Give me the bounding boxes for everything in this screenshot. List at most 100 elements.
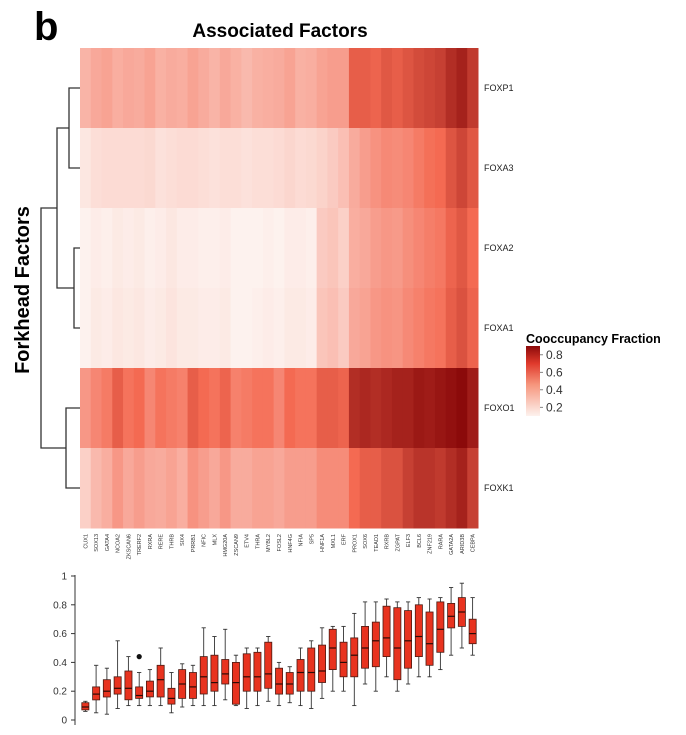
- heatmap-cell: [391, 288, 404, 369]
- heatmap-cell: [445, 448, 457, 529]
- heatmap-cell: [209, 208, 221, 289]
- box-iqr: [318, 644, 326, 683]
- heatmap-column-label: ERF: [342, 533, 348, 545]
- heatmap-cell: [402, 208, 414, 289]
- heatmap-cell: [434, 368, 447, 449]
- heatmap-cell: [166, 368, 178, 449]
- heatmap-row-label: FOXO1: [484, 403, 515, 413]
- heatmap-cell: [338, 48, 350, 129]
- box: [199, 627, 208, 707]
- heatmap-cell: [359, 48, 371, 129]
- box-iqr: [275, 667, 283, 695]
- heatmap-row-label: FOXK1: [484, 483, 514, 493]
- heatmap-cell: [305, 288, 318, 369]
- heatmap-cell: [252, 448, 264, 529]
- box: [102, 667, 111, 715]
- heatmap-cell: [467, 208, 479, 289]
- box-iqr: [425, 611, 434, 666]
- box: [231, 654, 240, 707]
- heatmap-cell: [413, 288, 425, 369]
- heatmap-cell: [112, 128, 124, 209]
- heatmap-column-label: HNF4G: [288, 534, 294, 553]
- heatmap-cell: [209, 448, 221, 529]
- heatmap-ylabel: Forkhead Factors: [12, 206, 34, 374]
- heatmap-cell: [133, 448, 146, 529]
- heatmap-cell: [348, 448, 361, 529]
- heatmap-cell: [348, 208, 361, 289]
- box-iqr: [102, 679, 111, 698]
- row-dendrogram: [40, 87, 80, 489]
- box: [264, 636, 273, 702]
- box-iqr: [393, 607, 402, 681]
- heatmap-column-label: MLX: [213, 534, 219, 546]
- heatmap-column-label: ZKSCAN6: [126, 534, 132, 559]
- heatmap-cell: [219, 288, 232, 369]
- heatmap-cell: [338, 448, 350, 529]
- box: [167, 672, 176, 714]
- heatmap-column-labels: CUX1 SOX13 GATA4 NCOA2 ZKSCAN6 TRERF2 RXRA RERE…: [83, 533, 476, 559]
- heatmap-cell: [209, 128, 221, 209]
- heatmap-cell: [252, 208, 264, 289]
- heatmap-cell: [316, 448, 328, 529]
- heatmap-cell: [230, 48, 242, 129]
- heatmap-cell: [176, 128, 189, 209]
- heatmap-cell: [327, 208, 339, 289]
- heatmap-column-label: RARA: [438, 534, 444, 550]
- heatmap-cell: [456, 208, 468, 289]
- heatmap-cell: [348, 368, 361, 449]
- boxplot-ytick-label: 0.6: [53, 629, 67, 640]
- dendro-branch: [40, 207, 66, 449]
- box-iqr: [361, 626, 369, 669]
- legend-colorbar: [526, 346, 540, 416]
- heatmap-cell: [123, 208, 135, 289]
- heatmap-cell: [273, 128, 285, 209]
- heatmap-column-label: GATA4: [105, 534, 111, 551]
- heatmap-cell: [273, 208, 285, 289]
- heatmap-column-label: NFIC: [202, 534, 208, 547]
- heatmap-cell: [241, 368, 253, 449]
- heatmap-cell: [284, 128, 296, 209]
- box: [253, 647, 262, 707]
- box-iqr: [253, 651, 262, 692]
- heatmap-cell: [166, 208, 178, 289]
- heatmap-cell: [252, 368, 264, 449]
- heatmap-cell: [284, 208, 296, 289]
- heatmap-cell: [230, 368, 242, 449]
- heatmap-cell: [370, 448, 382, 529]
- heatmap-cell: [241, 208, 253, 289]
- box: [371, 601, 380, 692]
- dendro-branch: [68, 87, 80, 169]
- heatmap-cell: [155, 448, 167, 529]
- box: [275, 661, 283, 707]
- heatmap-column-label: PROX1: [352, 534, 358, 553]
- heatmap-cell: [359, 128, 371, 209]
- heatmap-cell: [80, 288, 92, 369]
- heatmap-cell: [187, 208, 199, 289]
- heatmap-cell: [133, 368, 146, 449]
- boxplot-ytick-label: 1: [61, 572, 67, 583]
- box: [285, 666, 294, 704]
- heatmap-cell: [155, 368, 167, 449]
- box: [156, 647, 165, 707]
- heatmap-cell: [445, 48, 457, 129]
- heatmap-cell: [133, 208, 146, 289]
- box: [425, 598, 434, 678]
- heatmap-cell: [359, 208, 371, 289]
- heatmap-cell: [112, 368, 124, 449]
- heatmap-cell: [391, 208, 404, 289]
- box-iqr: [350, 637, 359, 678]
- box: [350, 612, 359, 707]
- heatmap-cell: [112, 48, 124, 129]
- heatmap-cell: [209, 288, 221, 369]
- heatmap-cell: [424, 368, 436, 449]
- heatmap-cell: [262, 128, 275, 209]
- heatmap-cell: [101, 208, 113, 289]
- heatmap-row-label: FOXP1: [484, 83, 514, 93]
- heatmap-cell: [327, 288, 339, 369]
- box-iqr: [264, 641, 273, 689]
- heatmap-column-label: CEBPA: [471, 534, 477, 553]
- heatmap-cell: [316, 128, 328, 209]
- box: [221, 628, 230, 701]
- heatmap-cell: [467, 48, 479, 129]
- heatmap-cell: [295, 128, 307, 209]
